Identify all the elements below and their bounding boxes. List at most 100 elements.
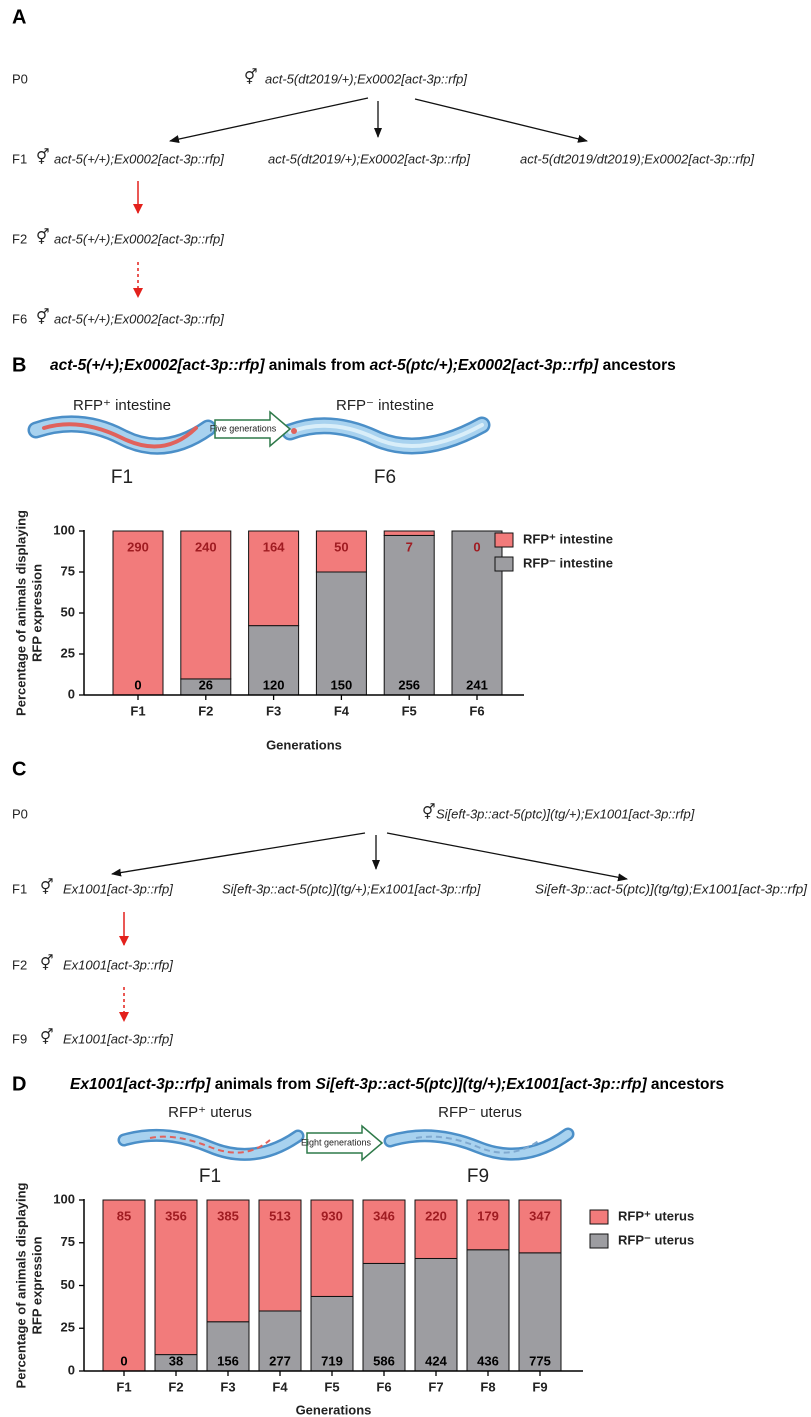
panel-letter: B bbox=[12, 354, 26, 376]
illustration-label: RFP⁺ uterus bbox=[168, 1104, 252, 1121]
title-part: animals from bbox=[210, 1076, 315, 1093]
genotype: Ex1001[act-3p::rfp] bbox=[63, 881, 173, 896]
genotype: act-5(dt2019/dt2019);Ex0002[act-3p::rfp] bbox=[520, 151, 755, 166]
y-axis-title: RFP expression bbox=[29, 1236, 44, 1334]
generation-label: P0 bbox=[12, 806, 28, 821]
generation-label: F1 bbox=[111, 467, 133, 488]
arrow bbox=[414, 98, 588, 143]
worm bbox=[27, 415, 217, 455]
y-tick-label: 100 bbox=[53, 522, 75, 537]
generation-label: F6 bbox=[12, 311, 27, 326]
panel-title: act-5(+/+);Ex0002[act-3p::rfp] animals f… bbox=[50, 357, 676, 374]
x-tick-label: F3 bbox=[266, 703, 281, 718]
bar-segment bbox=[315, 530, 367, 573]
arrow bbox=[386, 832, 628, 882]
count-label: 150 bbox=[331, 677, 353, 692]
count-label: 424 bbox=[425, 1353, 447, 1368]
bar-segment bbox=[180, 530, 232, 680]
y-tick-label: 25 bbox=[61, 645, 75, 660]
generation-arrow bbox=[306, 1124, 384, 1162]
hermaphrodite-symbol: ⚥ bbox=[40, 954, 54, 972]
legend-swatch bbox=[589, 1209, 609, 1225]
genotype: act-5(+/+);Ex0002[act-3p::rfp] bbox=[54, 151, 224, 166]
title-part: act-5(+/+);Ex0002[act-3p::rfp] bbox=[50, 357, 265, 374]
bar-segment bbox=[258, 1310, 302, 1372]
generation-label: F6 bbox=[374, 467, 396, 488]
panel-title: Ex1001[act-3p::rfp] animals from Si[eft-… bbox=[70, 1076, 724, 1093]
count-label: 26 bbox=[199, 677, 213, 692]
hermaphrodite-symbol: ⚥ bbox=[40, 878, 54, 896]
bar-segment bbox=[362, 1262, 406, 1372]
bar-segment bbox=[466, 1199, 510, 1251]
title-part: Ex1001[act-3p::rfp] bbox=[70, 1076, 211, 1093]
bar-segment bbox=[112, 530, 164, 696]
genotype: Si[eft-3p::act-5(ptc)](tg/tg);Ex1001[act… bbox=[535, 881, 807, 896]
bar-segment bbox=[206, 1199, 250, 1323]
bar-segment bbox=[258, 1199, 302, 1312]
worm bbox=[117, 1128, 305, 1161]
bar-segment bbox=[383, 530, 435, 536]
arrow bbox=[169, 97, 369, 143]
genotype: act-5(+/+);Ex0002[act-3p::rfp] bbox=[54, 311, 224, 326]
y-axis-title: Percentage of animals displaying bbox=[13, 510, 28, 716]
x-axis-title: Generations bbox=[266, 737, 342, 752]
x-tick-label: F4 bbox=[272, 1379, 288, 1394]
y-tick-label: 50 bbox=[61, 604, 75, 619]
hermaphrodite-symbol: ⚥ bbox=[40, 1028, 54, 1046]
count-label: 513 bbox=[269, 1208, 291, 1223]
y-tick-label: 100 bbox=[53, 1191, 75, 1206]
generation-label: F1 bbox=[12, 881, 27, 896]
title-part: ancestors bbox=[647, 1076, 725, 1093]
x-tick-label: F8 bbox=[480, 1379, 495, 1394]
x-tick-label: F6 bbox=[469, 703, 484, 718]
bar-segment bbox=[362, 1199, 406, 1264]
genotype: Ex1001[act-3p::rfp] bbox=[63, 957, 173, 972]
bar-segment bbox=[414, 1199, 458, 1259]
count-label: 346 bbox=[373, 1208, 395, 1223]
count-label: 50 bbox=[334, 539, 348, 554]
generation-label: F9 bbox=[12, 1031, 27, 1046]
genotype: act-5(dt2019/+);Ex0002[act-3p::rfp] bbox=[265, 71, 467, 86]
count-label: 220 bbox=[425, 1208, 447, 1223]
count-label: 719 bbox=[321, 1353, 343, 1368]
y-tick-label: 0 bbox=[68, 686, 75, 701]
panel-letter: C bbox=[12, 758, 26, 780]
panel-letter: A bbox=[12, 6, 26, 28]
genotype: Si[eft-3p::act-5(ptc)](tg/+);Ex1001[act-… bbox=[436, 806, 695, 821]
generation-label: F1 bbox=[199, 1166, 221, 1187]
title-part: animals from bbox=[264, 357, 369, 374]
count-label: 586 bbox=[373, 1353, 395, 1368]
worm bbox=[281, 416, 491, 455]
y-tick-label: 0 bbox=[68, 1362, 75, 1377]
legend-label: RFP⁻ intestine bbox=[523, 555, 613, 570]
x-tick-label: F7 bbox=[428, 1379, 443, 1394]
x-tick-label: F5 bbox=[324, 1379, 339, 1394]
bar-segment bbox=[414, 1257, 458, 1372]
x-tick-label: F2 bbox=[198, 703, 213, 718]
bar-segment bbox=[315, 571, 367, 696]
y-tick-label: 75 bbox=[61, 563, 75, 578]
generation-label: F2 bbox=[12, 231, 27, 246]
title-part: Si[eft-3p::act-5(ptc)](tg/+);Ex1001[act-… bbox=[316, 1076, 648, 1093]
genotype: act-5(+/+);Ex0002[act-3p::rfp] bbox=[54, 231, 224, 246]
legend-swatch bbox=[494, 532, 514, 548]
hermaphrodite-symbol: ⚥ bbox=[422, 803, 436, 821]
hermaphrodite-symbol: ⚥ bbox=[36, 148, 50, 166]
worm bbox=[383, 1127, 575, 1161]
bar-segment bbox=[383, 534, 435, 696]
count-label: 0 bbox=[134, 677, 141, 692]
x-tick-label: F9 bbox=[532, 1379, 547, 1394]
y-axis-title: RFP expression bbox=[29, 564, 44, 662]
generation-label: F2 bbox=[12, 957, 27, 972]
count-label: 38 bbox=[169, 1353, 183, 1368]
hermaphrodite-symbol: ⚥ bbox=[244, 68, 258, 86]
count-label: 0 bbox=[120, 1353, 127, 1368]
bar-segment bbox=[248, 625, 300, 696]
x-tick-label: F1 bbox=[130, 703, 145, 718]
y-tick-label: 75 bbox=[61, 1234, 75, 1249]
bar-segment bbox=[248, 530, 300, 627]
y-tick-label: 50 bbox=[61, 1277, 75, 1292]
generation-label: P0 bbox=[12, 71, 28, 86]
bar-segment bbox=[451, 530, 503, 696]
